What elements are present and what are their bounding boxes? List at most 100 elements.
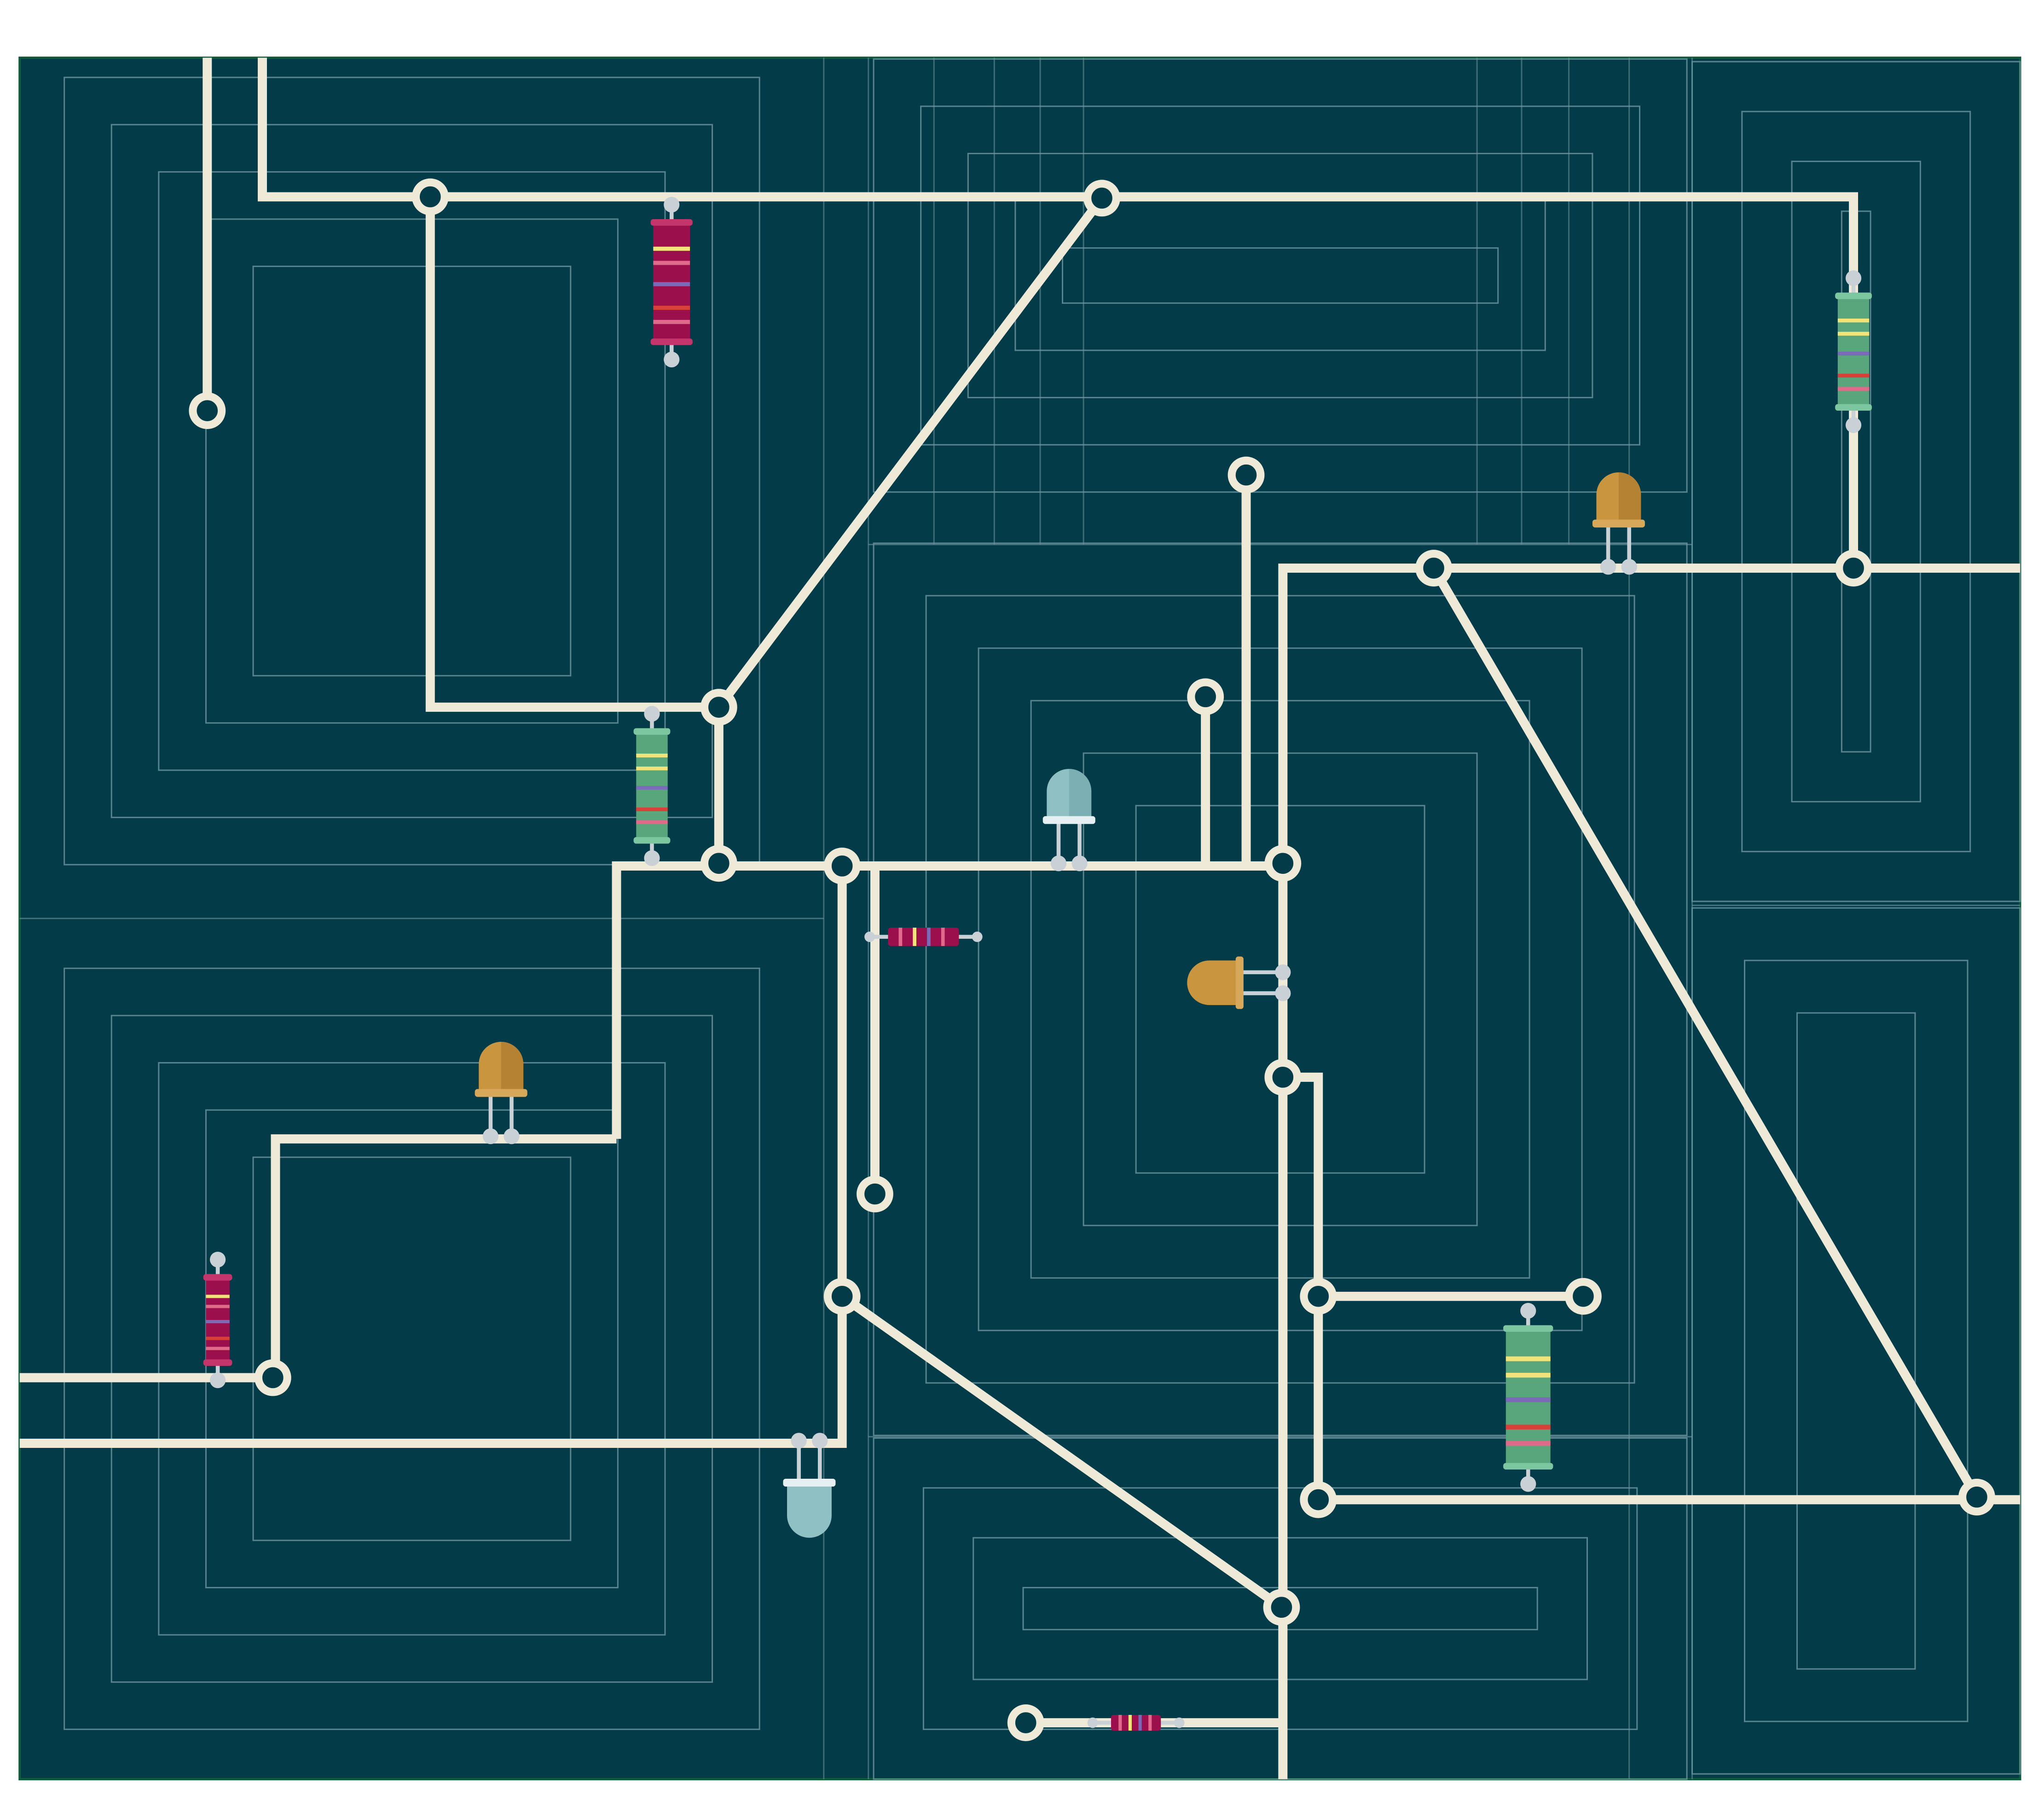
resistor-r3-pin-top (644, 706, 660, 722)
resistor-r3-band-2 (636, 767, 668, 771)
resistor-r2-band-4 (1837, 373, 1870, 378)
grid-top-left-ring (252, 266, 572, 677)
led-amber-top-right-rim (1592, 519, 1645, 528)
solder-pad-17 (1958, 1478, 1995, 1516)
solder-pad-16 (1300, 1481, 1337, 1518)
grid-bottom-left-ring (158, 1062, 666, 1636)
resistor-r6 (1503, 1311, 1553, 1484)
solder-pad-1 (189, 392, 226, 429)
grid-bottom-left-ring (252, 1156, 572, 1541)
resistor-r3-band-1 (636, 754, 668, 758)
resistor-r6-band-2 (1505, 1372, 1551, 1378)
resistor-r6-band-3 (1505, 1397, 1551, 1402)
grid-top-left-ring (158, 171, 666, 771)
grid-top-left-ring (205, 218, 619, 724)
trace-14 (1430, 566, 1981, 1499)
grid-top-center-ring (967, 152, 1593, 399)
resistor-r3-cap-bottom (633, 837, 671, 844)
resistor-r2-cap-top (1835, 292, 1872, 299)
resistor-r4-band-1 (206, 1295, 230, 1298)
trace-13 (1278, 564, 2020, 1779)
trace-7 (271, 1134, 617, 1378)
solder-pad-10 (1415, 550, 1452, 587)
solder-pad-2 (411, 178, 449, 215)
resistor-r4-cap-top (203, 1274, 232, 1281)
resistor-r5-body (888, 927, 959, 946)
resistor-r6-pin-bottom (1520, 1476, 1536, 1492)
led-blue-bottom-dome (787, 1487, 832, 1538)
resistor-r2-band-5 (1837, 387, 1870, 391)
resistor-r6-band-1 (1505, 1356, 1551, 1361)
resistor-r6-cap-top (1503, 1325, 1553, 1332)
resistor-r1-pin-bottom (664, 351, 680, 368)
resistor-r2-cap-bottom (1835, 404, 1872, 411)
solder-pad-15 (1565, 1278, 1602, 1315)
resistor-r4-cap-bottom (203, 1359, 232, 1366)
resistor-r1-band-1 (653, 246, 690, 251)
led-blue-center-pin-right (1071, 855, 1088, 871)
led-amber-center-pin-top (1275, 964, 1291, 980)
resistor-r2-pin-top (1845, 270, 1862, 286)
resistor-r1-band-3 (653, 282, 690, 286)
resistor-r1 (650, 204, 693, 360)
led-amber-left-dome-shade (501, 1041, 524, 1092)
resistor-r7-pin-left (1087, 1717, 1098, 1728)
resistor-r2-pin-bottom (1845, 417, 1862, 433)
grid-top-left-ring (110, 124, 713, 819)
grid-top-center-ring (920, 105, 1640, 446)
resistor-r2-band-1 (1837, 318, 1870, 323)
resistor-r5 (869, 927, 978, 946)
grid-top-center-ring (1062, 247, 1499, 304)
led-blue-bottom-rim (783, 1478, 836, 1487)
led-amber-center-rim (1235, 956, 1244, 1009)
resistor-r4-pin-bottom (210, 1372, 226, 1389)
led-amber-left-pin-right (504, 1128, 520, 1145)
led-amber-top-right-pin-right (1621, 559, 1637, 575)
components (203, 197, 1872, 1731)
led-blue-center-shape (1042, 769, 1095, 864)
solder-pad-13 (1264, 1058, 1302, 1096)
resistor-r4-body (206, 1278, 230, 1362)
solder-pad-4 (700, 689, 737, 726)
solder-pad-21 (254, 1359, 291, 1396)
resistor-r3-pin-bottom (644, 850, 660, 866)
resistor-r7-band-3 (1138, 1714, 1142, 1731)
led-amber-top-right-pin-left (1600, 559, 1616, 575)
resistor-r6-band-5 (1505, 1441, 1551, 1446)
resistor-r2 (1835, 278, 1872, 425)
trace-17 (839, 1292, 1285, 1611)
led-amber-top-right-dome-shade (1618, 472, 1641, 523)
resistor-r1-band-4 (653, 306, 690, 310)
solder-pad-18 (823, 1278, 861, 1315)
resistor-r5-band-1 (898, 927, 903, 946)
resistor-r7-pin-right (1174, 1717, 1185, 1728)
led-amber-left-rim (475, 1089, 527, 1097)
solder-pads (189, 178, 1995, 1741)
grid-top-right-ring (1741, 110, 1971, 853)
resistor-r3-band-5 (636, 820, 668, 825)
trace-9 (19, 866, 847, 1448)
resistor-r1-cap-top (650, 219, 693, 226)
resistor-r7-band-4 (1148, 1714, 1152, 1731)
resistor-r5-pin-left (864, 931, 875, 942)
solder-pad-7 (1264, 845, 1302, 882)
solder-pad-12 (857, 1175, 893, 1213)
led-blue-center-rim (1042, 816, 1095, 824)
grid-bottom-right-ring (1744, 959, 1969, 1722)
trace-3 (425, 197, 719, 712)
resistor-r1-band-2 (653, 261, 690, 265)
resistor-r4-band-5 (206, 1347, 230, 1350)
solder-pad-9 (1187, 678, 1224, 715)
resistor-r1-cap-bottom (650, 338, 693, 345)
resistor-r7 (1093, 1714, 1180, 1731)
grid-top-right-ring (1791, 161, 1921, 802)
solder-pad-6 (823, 848, 861, 884)
solder-pad-14 (1300, 1278, 1337, 1315)
resistor-r2-band-2 (1837, 331, 1870, 336)
solder-pad-19 (1263, 1589, 1300, 1626)
solder-pad-8 (1228, 456, 1265, 494)
grid-top-left-ring (64, 76, 760, 866)
resistor-r7-band-2 (1128, 1714, 1132, 1731)
led-amber-center-dome (1187, 960, 1241, 1005)
